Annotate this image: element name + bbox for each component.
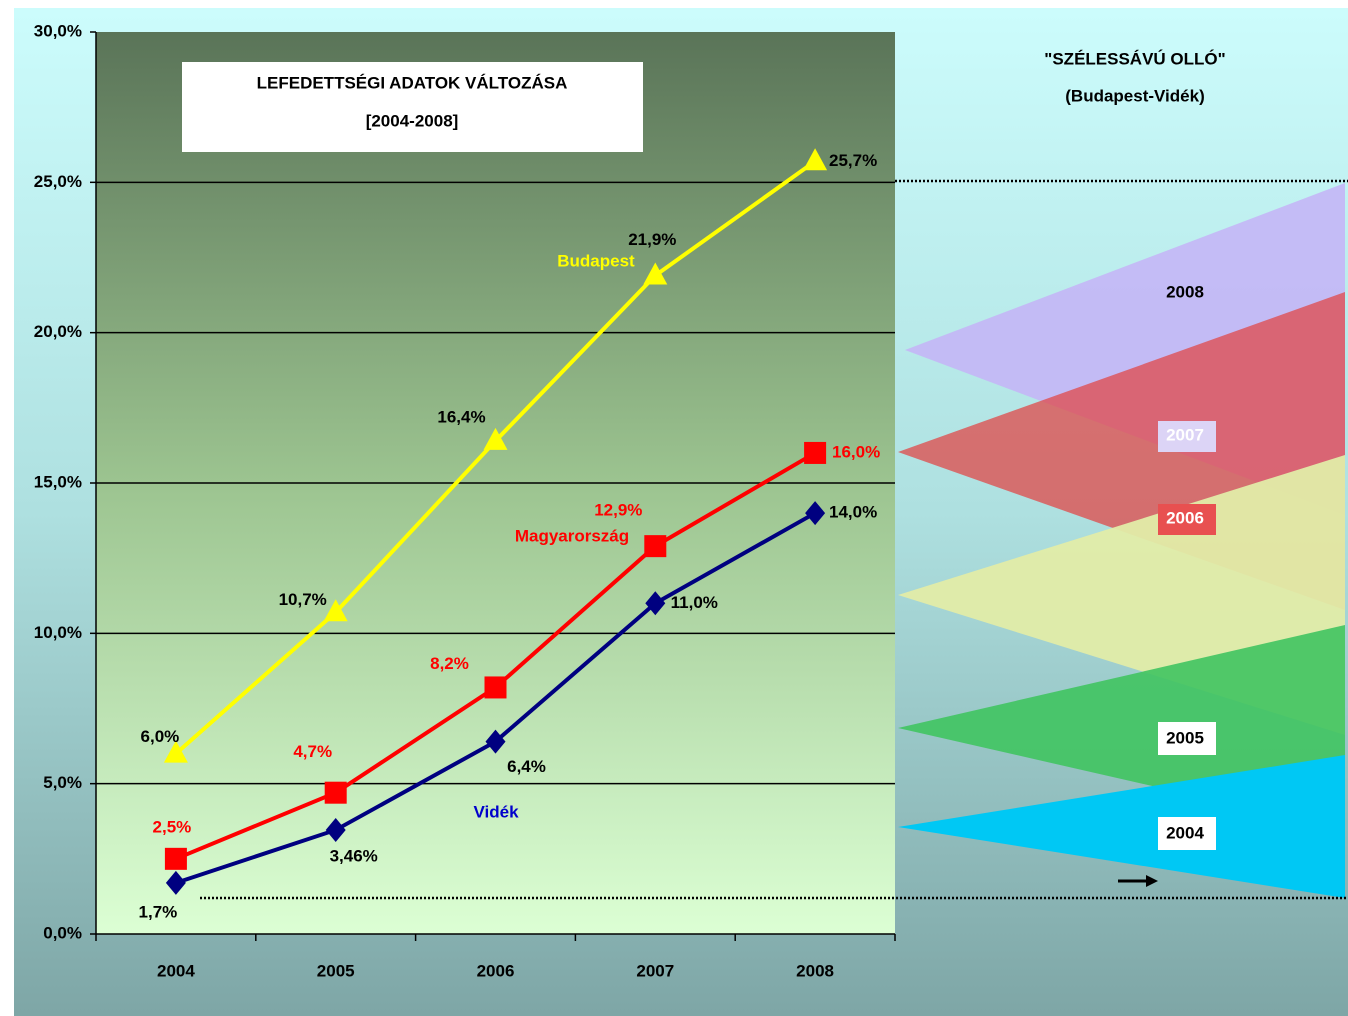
- y-tick-label: 25,0%: [34, 172, 82, 191]
- y-tick-label: 10,0%: [34, 623, 82, 642]
- data-label: 10,7%: [279, 590, 327, 609]
- label-box: [1158, 421, 1216, 452]
- scissors-label: 2008: [1166, 282, 1204, 301]
- triangle: [898, 755, 1345, 898]
- marker: [323, 599, 348, 622]
- data-label: 1,7%: [139, 902, 178, 921]
- marker: [805, 501, 826, 526]
- scissors-graphic: [200, 179, 1348, 900]
- data-label: 6,4%: [507, 757, 546, 776]
- scissors-label: 2007: [1166, 425, 1204, 444]
- marker: [645, 591, 666, 616]
- scissors-subtitle: (Budapest-Vidék): [1065, 86, 1205, 105]
- marker: [324, 781, 347, 804]
- label-box: [1158, 504, 1216, 535]
- x-tick-label: 2004: [157, 961, 195, 980]
- data-label: 8,2%: [430, 654, 469, 673]
- marker: [803, 148, 828, 171]
- scissors-title: "SZÉLESSÁVÚ OLLÓ": [1044, 49, 1225, 68]
- y-tick-label: 5,0%: [43, 773, 82, 792]
- data-label: 2,5%: [153, 817, 192, 836]
- data-label: 16,0%: [832, 442, 880, 461]
- marker: [325, 817, 346, 842]
- data-label: 6,0%: [141, 727, 180, 746]
- marker: [163, 740, 188, 763]
- data-label: 4,7%: [293, 742, 332, 761]
- data-label: 3,46%: [330, 846, 378, 865]
- chart-subtitle: [2004-2008]: [366, 111, 459, 130]
- marker: [485, 729, 506, 754]
- marker: [643, 262, 668, 285]
- series-name: Vidék: [473, 802, 519, 821]
- marker: [644, 535, 667, 558]
- scissors-label: 2006: [1166, 508, 1204, 527]
- scissors-label: 2004: [1166, 823, 1204, 842]
- label-box: [1158, 817, 1216, 850]
- arrow-head: [1146, 875, 1158, 887]
- y-tick-label: 30,0%: [34, 21, 82, 40]
- data-label: 16,4%: [437, 407, 485, 426]
- x-tick-label: 2007: [636, 961, 674, 980]
- scissors-label: 2005: [1166, 728, 1204, 747]
- marker: [484, 676, 507, 699]
- marker: [483, 427, 508, 450]
- x-tick-label: 2008: [796, 961, 834, 980]
- data-label: 25,7%: [829, 151, 877, 170]
- title-box: [182, 62, 643, 152]
- marker: [804, 441, 827, 464]
- y-tick-label: 15,0%: [34, 472, 82, 491]
- x-tick-label: 2005: [317, 961, 355, 980]
- data-label: 11,0%: [671, 593, 718, 612]
- marker: [165, 870, 186, 895]
- label-box: [1158, 722, 1216, 755]
- data-label: 21,9%: [628, 230, 676, 249]
- series-name: Magyarország: [515, 526, 629, 545]
- x-tick-label: 2006: [477, 961, 515, 980]
- chart-title: LEFEDETTSÉGI ADATOK VÁLTOZÁSA: [257, 73, 568, 92]
- y-tick-label: 0,0%: [43, 923, 82, 942]
- data-label: 12,9%: [594, 501, 642, 520]
- y-tick-label: 20,0%: [34, 322, 82, 341]
- marker: [164, 847, 187, 870]
- data-label: 14,0%: [829, 503, 877, 522]
- series-name: Budapest: [557, 251, 635, 270]
